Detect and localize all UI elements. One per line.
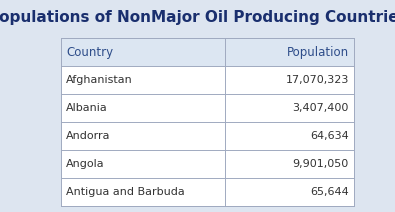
Bar — [61, 94, 354, 122]
Text: 64,634: 64,634 — [310, 131, 349, 141]
Bar — [61, 66, 354, 94]
Text: Country: Country — [66, 46, 113, 59]
Text: Andorra: Andorra — [66, 131, 111, 141]
Text: Populations of NonMajor Oil Producing Countries: Populations of NonMajor Oil Producing Co… — [0, 10, 395, 25]
Text: Albania: Albania — [66, 103, 108, 113]
Text: 17,070,323: 17,070,323 — [286, 75, 349, 85]
Bar — [61, 150, 354, 178]
Text: 65,644: 65,644 — [310, 187, 349, 197]
Bar — [61, 38, 354, 66]
Text: 3,407,400: 3,407,400 — [292, 103, 349, 113]
Bar — [61, 38, 354, 206]
Text: Afghanistan: Afghanistan — [66, 75, 133, 85]
Text: Population: Population — [287, 46, 349, 59]
Bar — [61, 178, 354, 206]
Text: Angola: Angola — [66, 159, 105, 169]
Text: Antigua and Barbuda: Antigua and Barbuda — [66, 187, 185, 197]
Text: 9,901,050: 9,901,050 — [293, 159, 349, 169]
Bar — [61, 122, 354, 150]
